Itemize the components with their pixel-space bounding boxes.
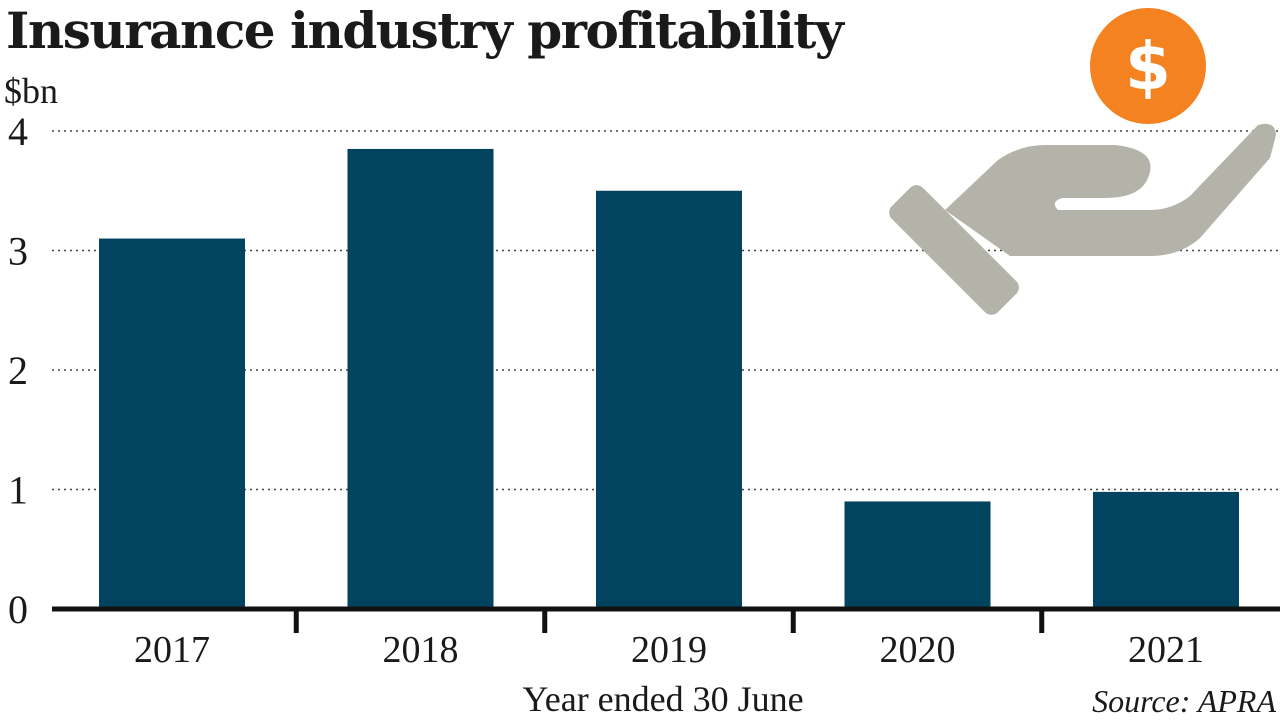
category-separators [293,609,1045,633]
x-axis-ticks: 2017 2018 2019 2020 2021 [134,629,1204,671]
bar-2019 [596,190,742,609]
x-axis-title: Year ended 30 June [522,679,803,719]
source-note: Source: APRA [1092,683,1276,719]
y-tick-label: 1 [8,468,28,513]
y-axis-ticks: 0 1 2 3 4 [8,109,28,632]
bar-2018 [347,148,494,610]
gridlines [52,130,1280,491]
y-tick-label: 4 [8,109,28,154]
x-tick-label: 2019 [631,629,707,671]
open-hand-icon [889,123,1276,315]
bar-series [99,148,1239,610]
chart-title: Insurance industry profitability [6,1,846,60]
coin-symbol: $ [1125,28,1171,105]
x-tick-label: 2021 [1128,629,1204,671]
bar-2020 [844,501,991,609]
bar-2017 [99,238,245,610]
dollar-coin-icon: $ [1090,8,1206,124]
y-tick-label: 3 [8,229,28,274]
x-tick-label: 2017 [134,629,210,671]
bar-2021 [1093,491,1239,609]
x-tick-label: 2020 [880,629,956,671]
y-axis-unit-label: $bn [4,71,58,111]
x-tick-label: 2018 [383,629,459,671]
y-tick-label: 0 [8,587,28,632]
y-tick-label: 2 [8,348,28,393]
